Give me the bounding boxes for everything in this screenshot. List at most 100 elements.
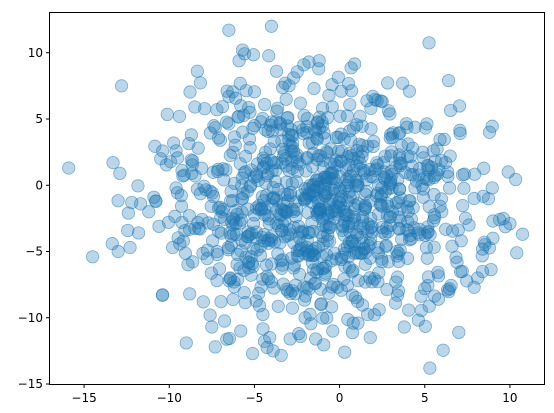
scatter-point: [183, 85, 197, 99]
scatter-point: [229, 91, 243, 105]
x-tick-label: 0: [336, 391, 344, 405]
y-tick-label: 0: [35, 178, 43, 192]
scatter-point: [281, 110, 295, 125]
scatter-point: [297, 58, 311, 72]
scatter-point: [315, 115, 329, 129]
scatter-point: [369, 189, 383, 203]
scatter-point: [357, 202, 372, 217]
scatter-point: [361, 307, 375, 322]
scatter-point: [256, 322, 270, 336]
scatter-point: [182, 209, 196, 223]
scatter-point: [389, 275, 403, 289]
scatter-point: [452, 99, 467, 113]
scatter-point: [62, 161, 76, 175]
scatter-point: [210, 273, 224, 288]
scatter-point: [210, 245, 224, 259]
scatter-point: [184, 153, 198, 167]
scatter-point: [400, 223, 414, 237]
scatter-point: [195, 212, 209, 227]
scatter-point: [296, 126, 311, 141]
scatter-point: [385, 145, 399, 159]
scatter-point: [392, 182, 407, 196]
scatter-point: [226, 145, 240, 159]
scatter-point: [268, 174, 283, 189]
scatter-point: [325, 300, 339, 314]
scatter-point: [421, 270, 436, 284]
scatter-point: [340, 109, 354, 123]
scatter-point: [337, 242, 352, 256]
y-tick-label: 10: [28, 46, 43, 60]
scatter-point: [335, 223, 350, 237]
scatter-point: [325, 100, 339, 114]
scatter-point: [421, 220, 435, 234]
scatter-point: [414, 289, 428, 303]
scatter-point: [428, 211, 442, 225]
scatter-point: [142, 205, 156, 219]
y-tick-label: −15: [18, 377, 43, 391]
scatter-point: [195, 161, 209, 175]
scatter-point: [426, 144, 440, 158]
scatter-point: [509, 172, 523, 187]
scatter-point: [234, 324, 248, 338]
scatter-point: [223, 226, 237, 240]
scatter-point: [383, 218, 397, 233]
scatter-point: [203, 308, 217, 322]
scatter-point: [302, 282, 316, 296]
scatter-point: [475, 249, 489, 263]
plot-frame: [49, 12, 545, 385]
scatter-point: [235, 43, 250, 57]
scatter-point: [349, 246, 364, 260]
scatter-point: [384, 149, 398, 163]
scatter-point: [317, 211, 331, 225]
x-tick-label: 10: [502, 391, 517, 405]
scatter-point: [348, 57, 362, 71]
scatter-point: [113, 166, 127, 180]
scatter-point: [171, 151, 185, 165]
scatter-point: [355, 138, 370, 153]
scatter-point: [364, 122, 378, 136]
scatter-point: [188, 169, 202, 183]
scatter-point: [213, 133, 227, 147]
scatter-point: [484, 262, 498, 277]
scatter-point: [207, 119, 221, 133]
scatter-point: [337, 272, 351, 286]
scatter-point: [314, 297, 328, 311]
scatter-point: [211, 201, 226, 215]
scatter-point: [421, 159, 436, 173]
scatter-point: [403, 168, 418, 182]
scatter-point: [399, 117, 414, 131]
scatter-point: [262, 212, 276, 226]
scatter-point: [427, 240, 441, 254]
scatter-point: [293, 329, 308, 344]
scatter-point: [300, 119, 314, 134]
scatter-point: [148, 139, 162, 153]
scatter-point: [418, 228, 432, 242]
scatter-point: [496, 211, 511, 226]
scatter-point: [358, 257, 372, 271]
scatter-point: [454, 234, 468, 248]
scatter-point: [391, 246, 406, 261]
axes-layer: [49, 12, 545, 385]
scatter-point: [289, 150, 304, 164]
scatter-point: [232, 110, 246, 124]
scatter-point: [318, 131, 332, 145]
scatter-point: [214, 294, 228, 309]
scatter-point: [373, 197, 387, 211]
scatter-point: [437, 132, 451, 147]
scatter-point: [258, 97, 272, 112]
scatter-point: [217, 173, 231, 187]
scatter-point: [510, 246, 524, 260]
scatter-point: [121, 206, 135, 220]
scatter-point: [267, 134, 281, 148]
scatter-point: [227, 176, 242, 190]
scatter-point: [270, 104, 284, 118]
scatter-point: [266, 344, 280, 358]
scatter-point: [247, 242, 261, 256]
scatter-point: [380, 283, 394, 297]
scatter-point: [481, 192, 496, 206]
scatter-point: [264, 19, 279, 33]
y-tick-label: −10: [18, 311, 43, 325]
scatter-point: [265, 191, 279, 205]
